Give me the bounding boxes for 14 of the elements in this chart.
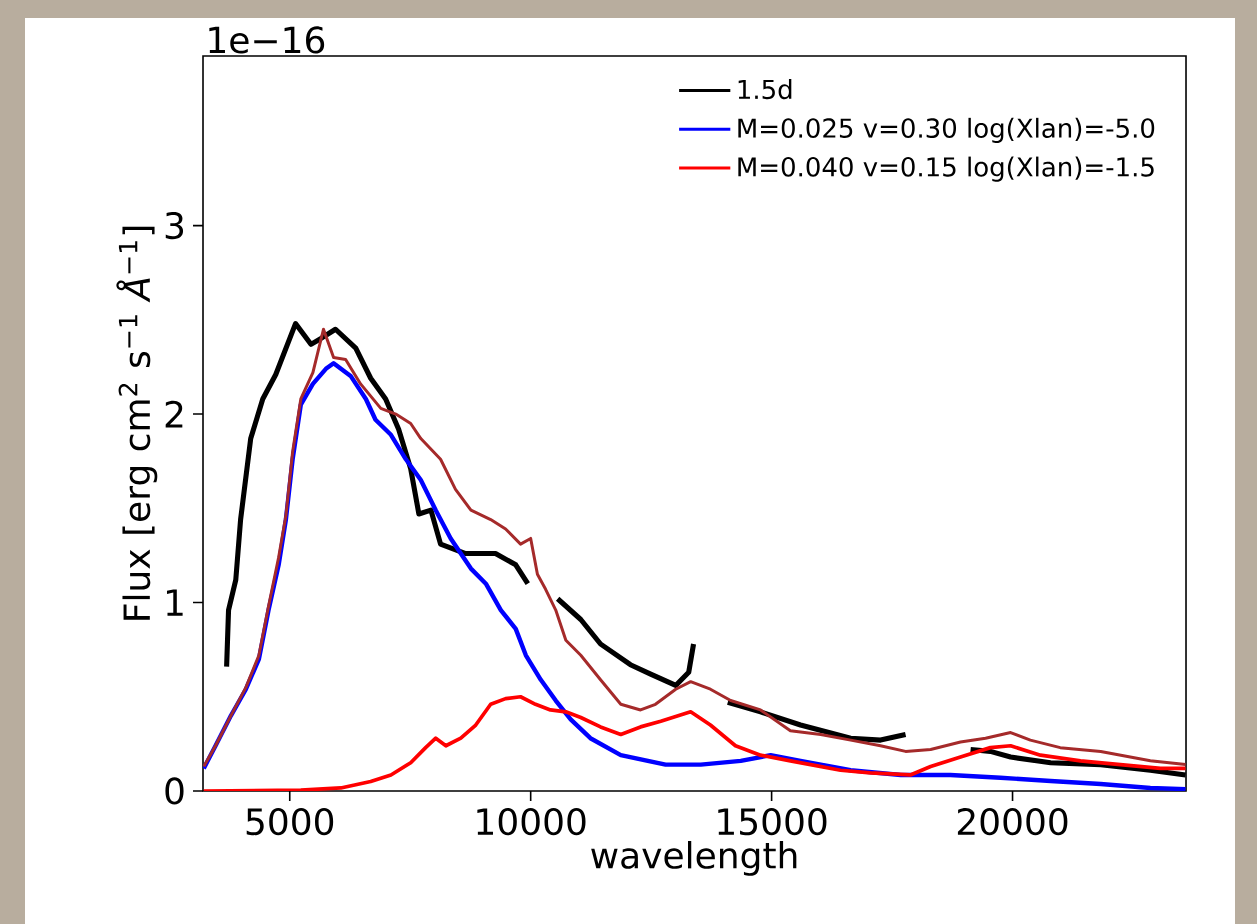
y-tick-label: 0 <box>165 777 184 805</box>
x-tick-label: 20000 <box>957 808 1068 836</box>
legend-label: M=0.040 v=0.15 log(Xlan)=-1.5 <box>738 156 1154 182</box>
legend-label: 1.5d <box>738 79 792 100</box>
legend-label: M=0.025 v=0.30 log(Xlan)=-5.0 <box>738 117 1155 143</box>
y-tick-label: 3 <box>165 211 184 240</box>
x-tick-label: 15000 <box>718 808 827 836</box>
text: 1e−16 <box>209 26 325 54</box>
x-tick-label: 10000 <box>477 808 586 836</box>
y-axis-title: Flux [erg cm$^{2}$ s$^{−1}$ Å$^{−1}$] <box>116 226 158 620</box>
x-tick-label: 5000 <box>246 808 334 836</box>
y-tick-label: 1 <box>166 589 183 616</box>
x-axis-title: wavelength <box>591 841 797 876</box>
y-tick-label: 2 <box>165 400 183 428</box>
